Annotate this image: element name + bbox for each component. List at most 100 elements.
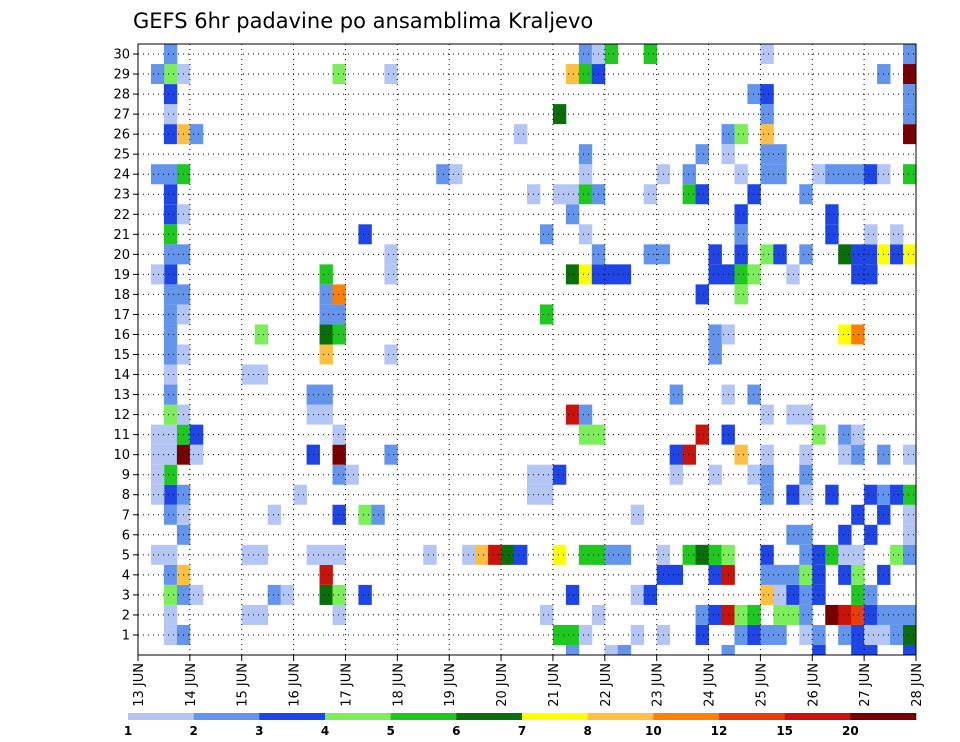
precip-cell (903, 624, 917, 645)
precip-cell (825, 544, 839, 565)
precip-cell (669, 464, 683, 485)
legend-swatch (325, 713, 391, 720)
legend-swatch (456, 713, 523, 720)
precip-cell (604, 544, 619, 565)
precip-cell (332, 504, 346, 525)
precip-cell (799, 444, 813, 465)
precip-cell (578, 184, 593, 205)
precip-cell (838, 424, 852, 445)
legend-label: 12 (711, 724, 728, 738)
precip-cell (773, 164, 787, 185)
precip-cell (851, 544, 865, 565)
x-tick-label: 18 JUN (391, 663, 406, 707)
precip-cell (838, 544, 852, 565)
precip-cell (539, 604, 554, 625)
precip-cell (695, 624, 709, 645)
precip-cell (890, 624, 904, 645)
precip-cell (708, 604, 722, 625)
precip-cell (565, 64, 580, 85)
y-tick-label: 28 (113, 88, 130, 103)
legend-swatch (390, 713, 457, 720)
precip-cell (163, 164, 178, 185)
precip-cell (254, 364, 269, 385)
precip-cell (163, 544, 178, 565)
precip-cell (163, 104, 178, 125)
precip-cell (838, 604, 852, 625)
y-tick-label: 10 (113, 448, 130, 463)
precip-cell (695, 144, 709, 165)
legend-swatch (719, 713, 785, 720)
precip-cell (708, 464, 722, 485)
precip-cell (721, 644, 735, 655)
precip-cell (695, 284, 709, 305)
precip-cell (552, 624, 567, 645)
precip-cell (293, 484, 307, 505)
precip-cell (565, 264, 580, 285)
precip-cell (189, 444, 204, 465)
precip-cell (851, 424, 865, 445)
precip-cell (760, 404, 774, 425)
x-tick-label: 22 JUN (599, 663, 614, 707)
precip-cell (319, 584, 333, 605)
y-tick-label: 3 (122, 588, 130, 603)
precip-cell (799, 464, 813, 485)
precip-cell (695, 604, 709, 625)
precip-cell (825, 484, 839, 505)
x-axis-dates: 13 JUN 14 JUN 15 JUN 16 JUN 17 JUN 18 JUN 19 J… (132, 655, 925, 707)
y-tick-label: 22 (113, 208, 130, 223)
precip-cell (604, 44, 619, 65)
precip-cell (332, 64, 346, 85)
x-tick-label: 23 JUN (651, 663, 666, 707)
precip-cell (903, 124, 917, 145)
legend-swatch (128, 713, 194, 720)
y-tick-label: 13 (113, 388, 130, 403)
precip-cell (578, 144, 593, 165)
precip-cell (319, 304, 333, 325)
precip-cell (734, 124, 748, 145)
precip-cell (695, 184, 709, 205)
precip-cell (163, 584, 178, 605)
precip-cell (747, 184, 761, 205)
precip-cell (163, 304, 178, 325)
precip-cell (254, 604, 269, 625)
precip-cell (695, 424, 709, 445)
precip-cell (669, 444, 683, 465)
precip-cell (838, 324, 852, 345)
y-tick-label: 11 (113, 428, 130, 443)
precip-cell (423, 544, 437, 565)
precip-cell (890, 544, 904, 565)
precip-cell (838, 444, 852, 465)
legend-label: 5 (386, 724, 394, 738)
y-tick-label: 24 (113, 168, 130, 183)
legend-label: 7 (518, 724, 526, 738)
x-tick-label: 14 JUN (184, 663, 199, 707)
legend-swatch (653, 713, 720, 720)
precip-cell (565, 584, 580, 605)
y-tick-label: 27 (113, 108, 130, 123)
precip-cell (565, 184, 580, 205)
precip-cell (903, 644, 917, 655)
legend-swatch (193, 713, 260, 720)
precip-cell (773, 604, 787, 625)
precip-cell (864, 224, 878, 245)
precip-cell (864, 624, 878, 645)
precip-cell (682, 444, 696, 465)
precip-cell (319, 404, 333, 425)
precip-cell (864, 484, 878, 505)
precip-cell (760, 124, 774, 145)
precip-cell (747, 84, 761, 105)
precip-cell (578, 44, 593, 65)
y-tick-label: 25 (113, 148, 130, 163)
y-tick-label: 30 (113, 48, 130, 63)
precip-cell (150, 264, 165, 285)
precip-cell (163, 224, 178, 245)
precip-cell (734, 284, 748, 305)
precip-cell (384, 344, 398, 365)
precip-cell (760, 464, 774, 485)
precip-cell (747, 624, 761, 645)
y-tick-label: 9 (122, 468, 130, 483)
y-tick-label: 17 (113, 308, 130, 323)
precip-cell (319, 324, 333, 345)
precip-cell (812, 644, 826, 655)
